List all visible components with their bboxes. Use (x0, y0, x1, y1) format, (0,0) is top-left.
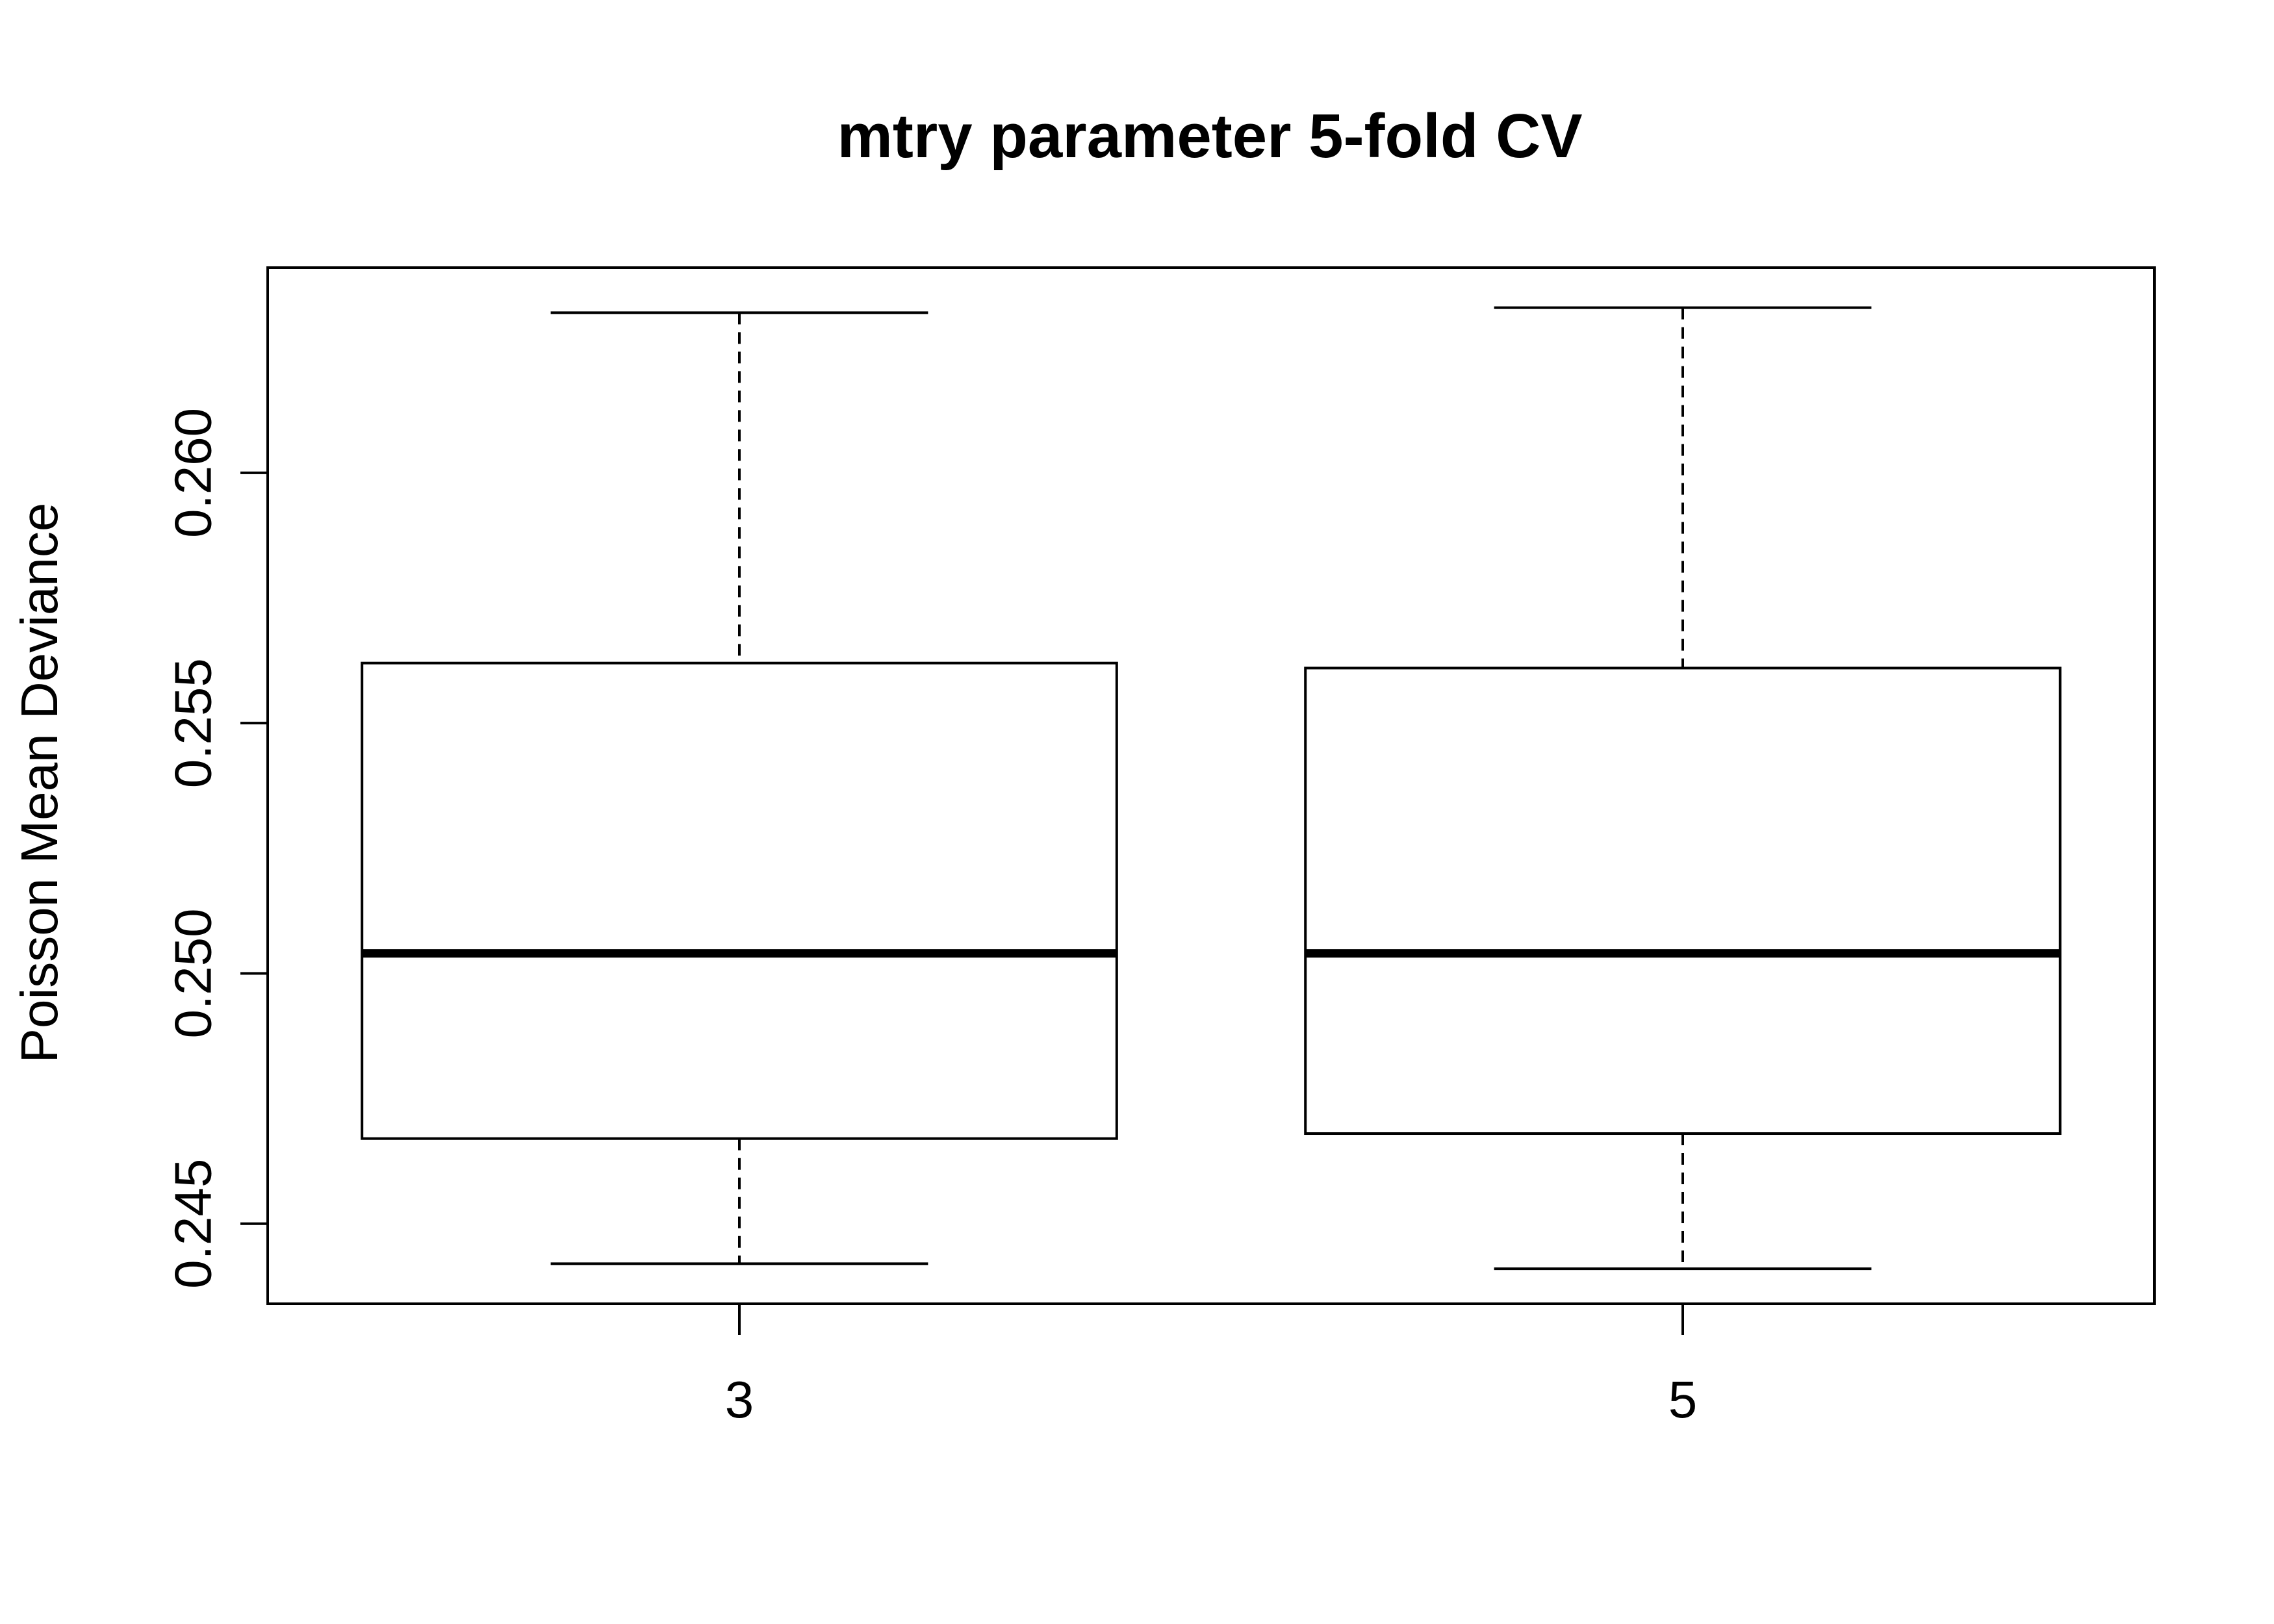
x-tick-label: 3 (725, 1371, 754, 1428)
box-3 (361, 311, 1118, 1265)
y-tick-label: 0.260 (164, 408, 222, 538)
y-tick-label: 0.255 (164, 658, 222, 788)
x-tick-label: 5 (1668, 1371, 1698, 1428)
box-5 (1304, 306, 2062, 1271)
y-tick-label: 0.250 (164, 908, 222, 1038)
y-axis-label: Poisson Mean Deviance (10, 503, 68, 1063)
chart-title: mtry parameter 5-fold CV (837, 101, 1583, 171)
boxes-group (361, 306, 2062, 1271)
y-axis: 0.245 0.250 0.255 0.260 (164, 408, 269, 1289)
box-iqr (361, 661, 1118, 1140)
box-iqr (1304, 666, 2062, 1136)
y-tick-label: 0.245 (164, 1159, 222, 1289)
